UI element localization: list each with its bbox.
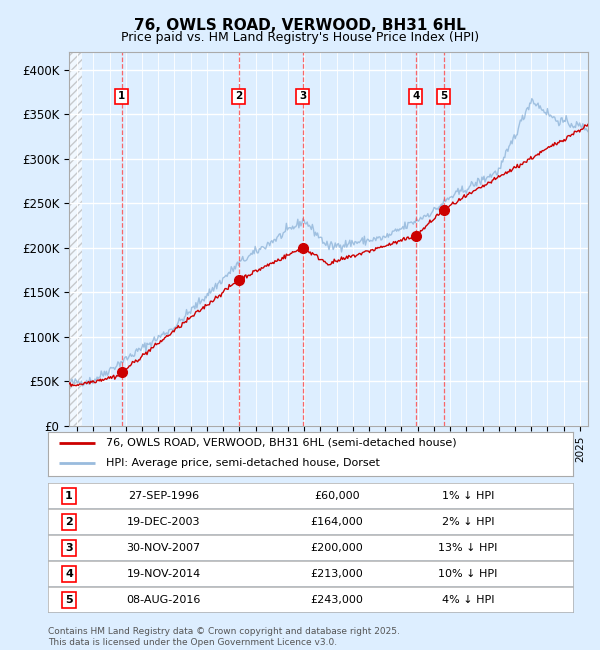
Text: 08-AUG-2016: 08-AUG-2016 [127, 595, 200, 604]
Text: 19-DEC-2003: 19-DEC-2003 [127, 517, 200, 526]
Text: £243,000: £243,000 [310, 595, 363, 604]
Text: 30-NOV-2007: 30-NOV-2007 [127, 543, 200, 552]
Text: 1: 1 [118, 92, 125, 101]
Text: 13% ↓ HPI: 13% ↓ HPI [439, 543, 497, 552]
Text: 1: 1 [65, 491, 73, 500]
Text: HPI: Average price, semi-detached house, Dorset: HPI: Average price, semi-detached house,… [106, 458, 380, 469]
Text: £60,000: £60,000 [314, 491, 359, 500]
Text: 5: 5 [65, 595, 73, 604]
Text: 19-NOV-2014: 19-NOV-2014 [127, 569, 200, 578]
Text: 2% ↓ HPI: 2% ↓ HPI [442, 517, 494, 526]
Text: 10% ↓ HPI: 10% ↓ HPI [439, 569, 497, 578]
Text: 3: 3 [299, 92, 307, 101]
Text: £200,000: £200,000 [310, 543, 363, 552]
Text: 3: 3 [65, 543, 73, 552]
Text: 2: 2 [65, 517, 73, 526]
Text: Price paid vs. HM Land Registry's House Price Index (HPI): Price paid vs. HM Land Registry's House … [121, 31, 479, 44]
Text: £164,000: £164,000 [310, 517, 363, 526]
Text: 1% ↓ HPI: 1% ↓ HPI [442, 491, 494, 500]
Text: 4% ↓ HPI: 4% ↓ HPI [442, 595, 494, 604]
Text: 4: 4 [412, 92, 419, 101]
Text: 2: 2 [235, 92, 242, 101]
Text: 5: 5 [440, 92, 447, 101]
Text: Contains HM Land Registry data © Crown copyright and database right 2025.
This d: Contains HM Land Registry data © Crown c… [48, 627, 400, 647]
Text: £213,000: £213,000 [310, 569, 363, 578]
Text: 27-SEP-1996: 27-SEP-1996 [128, 491, 199, 500]
Bar [69, 52, 82, 426]
Text: 4: 4 [65, 569, 73, 578]
Text: 76, OWLS ROAD, VERWOOD, BH31 6HL: 76, OWLS ROAD, VERWOOD, BH31 6HL [134, 18, 466, 33]
Text: 76, OWLS ROAD, VERWOOD, BH31 6HL (semi-detached house): 76, OWLS ROAD, VERWOOD, BH31 6HL (semi-d… [106, 437, 457, 448]
